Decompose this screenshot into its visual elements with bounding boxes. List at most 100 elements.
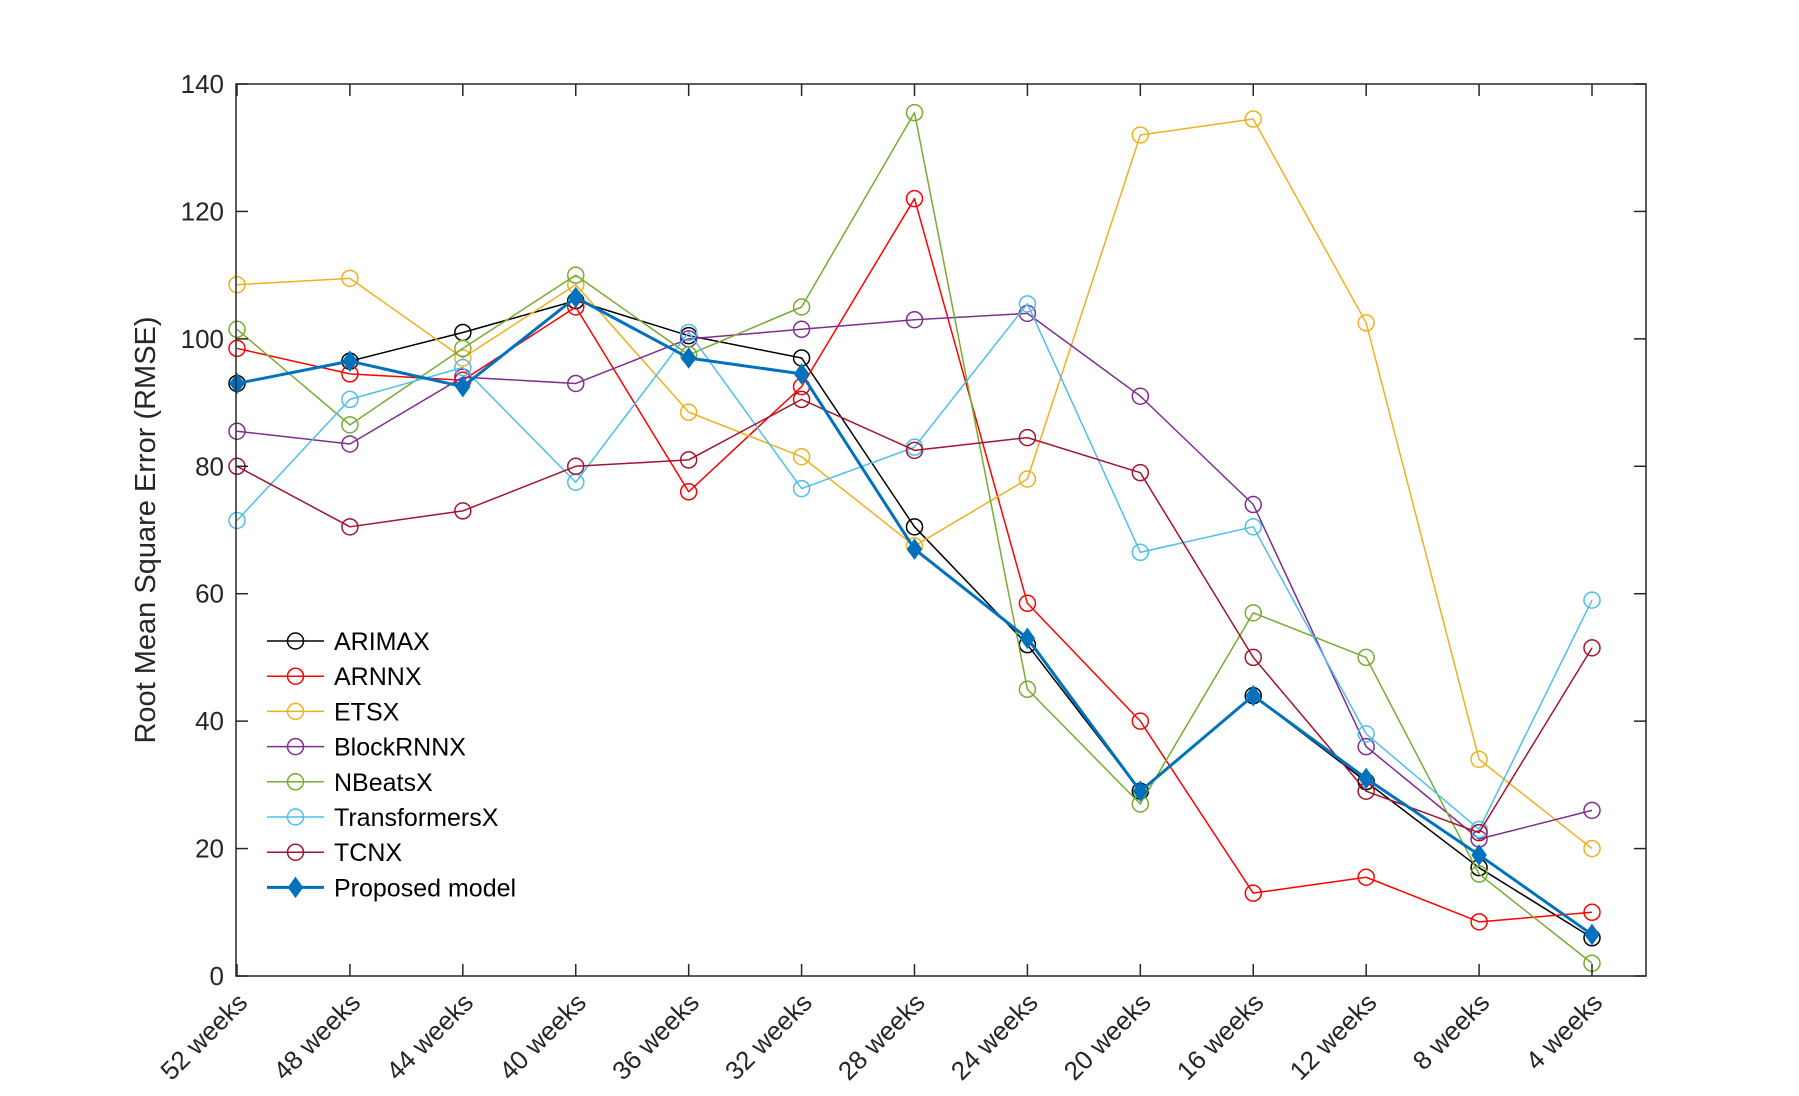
data-point-nbeatsx	[228, 320, 246, 339]
data-point-arnnx	[1018, 594, 1037, 613]
legend-swatch-marker	[286, 632, 305, 650]
data-point-blockrnnx	[1357, 737, 1375, 756]
data-point-proposed-model	[1132, 780, 1149, 803]
y-axis-title: Root Mean Square Error (RMSE)	[130, 316, 162, 743]
x-tick-label: 44 weeks	[380, 987, 479, 1086]
data-point-tcnx	[1018, 428, 1037, 447]
data-point-nbeatsx	[792, 298, 811, 316]
data-point-blockrnnx	[1244, 495, 1262, 514]
series-proposed-model	[229, 286, 1600, 946]
data-point-arnnx	[905, 189, 924, 208]
x-tick-label: 24 weeks	[945, 987, 1044, 1086]
data-point-proposed-model	[906, 538, 923, 560]
data-point-transformersx	[1244, 518, 1262, 536]
legend-label: TransformersX	[334, 804, 499, 832]
y-axis-ticks: 0 20 40 60 80 100 120 140	[181, 69, 1646, 991]
legend-label: TCNX	[334, 839, 402, 867]
data-point-etsx	[1018, 470, 1037, 488]
data-point-etsx	[228, 275, 246, 294]
data-point-nbeatsx	[567, 266, 585, 284]
data-point-tcnx	[679, 451, 698, 469]
data-point-blockrnnx	[1583, 801, 1601, 820]
data-point-transformersx	[1018, 295, 1037, 313]
data-point-nbeatsx	[1018, 680, 1037, 699]
y-tick-label: 100	[181, 324, 224, 354]
data-point-etsx	[1470, 750, 1488, 769]
data-point-proposed-model	[680, 347, 697, 369]
data-point-tcnx	[341, 518, 359, 536]
data-point-proposed-model	[229, 372, 245, 395]
series-line-transformersx	[236, 303, 1593, 831]
legend-entry-arnnx: ARNNX	[267, 663, 422, 691]
data-point-proposed-model	[342, 350, 358, 372]
data-point-proposed-model	[1245, 684, 1262, 707]
data-point-arnnx	[228, 339, 246, 358]
data-point-blockrnnx	[792, 320, 811, 339]
data-point-tcnx	[454, 502, 472, 520]
data-point-transformersx	[341, 390, 359, 409]
data-point-tcnx	[1131, 463, 1150, 482]
x-tick-label: 4 weeks	[1520, 987, 1609, 1076]
data-point-tcnx	[1470, 823, 1488, 842]
data-point-transformersx	[679, 323, 698, 342]
data-point-blockrnnx	[228, 422, 246, 440]
x-tick-label: 28 weeks	[832, 987, 931, 1086]
data-point-transformersx	[228, 511, 246, 530]
data-point-arnnx	[1131, 712, 1150, 730]
data-point-transformersx	[1583, 591, 1601, 609]
legend-swatch-marker	[286, 808, 305, 826]
data-point-proposed-model	[793, 363, 810, 385]
data-point-proposed-model	[1584, 923, 1600, 946]
legend-label: ARNNX	[334, 663, 422, 691]
data-point-arimax	[905, 518, 924, 536]
series-line-nbeatsx	[236, 111, 1593, 964]
data-point-arnnx	[679, 483, 698, 501]
x-tick-label: 48 weeks	[267, 987, 366, 1086]
data-point-tcnx	[792, 390, 811, 409]
x-tick-label: 12 weeks	[1284, 987, 1383, 1086]
data-point-etsx	[1583, 839, 1601, 858]
legend-swatch-marker	[286, 737, 305, 756]
legend-entry-transformersx: TransformersX	[267, 804, 499, 832]
data-point-etsx	[679, 403, 698, 421]
legend-swatch-marker	[286, 667, 305, 685]
data-point-etsx	[341, 269, 359, 288]
y-tick-label: 80	[195, 451, 224, 481]
data-point-proposed-model	[567, 286, 584, 309]
data-point-nbeatsx	[1244, 604, 1262, 622]
data-point-blockrnnx	[1131, 387, 1150, 405]
x-tick-label: 52 weeks	[154, 987, 253, 1086]
legend-swatch-marker	[286, 773, 305, 791]
y-tick-label: 120	[181, 196, 224, 226]
series-line-tcnx	[236, 398, 1593, 834]
data-point-etsx	[454, 349, 472, 367]
data-point-nbeatsx	[454, 339, 472, 358]
series-layer	[228, 103, 1601, 973]
data-point-proposed-model	[1471, 844, 1487, 866]
data-point-proposed-model	[455, 375, 471, 398]
legend: ARIMAX ARNNX ETSX BlockRNNX NBeatsX Transform…	[267, 628, 516, 902]
legend-entry-blockrnnx: BlockRNNX	[267, 734, 466, 762]
data-point-proposed-model	[1358, 767, 1374, 790]
data-point-blockrnnx	[905, 310, 924, 329]
data-point-tcnx	[567, 457, 585, 476]
legend-entry-arimax: ARIMAX	[267, 628, 430, 656]
data-point-arnnx	[1583, 903, 1601, 922]
data-point-tcnx	[1583, 639, 1601, 657]
y-tick-label: 0	[210, 961, 224, 991]
legend-label: Proposed model	[334, 874, 516, 902]
x-tick-label: 20 weeks	[1058, 987, 1157, 1086]
series-tcnx	[228, 390, 1601, 842]
legend-entry-etsx: ETSX	[267, 698, 400, 726]
data-point-transformersx	[1131, 543, 1150, 562]
data-point-nbeatsx	[905, 103, 924, 122]
data-point-transformersx	[1357, 725, 1375, 743]
legend-swatch-marker	[286, 843, 305, 861]
legend-entry-nbeatsx: NBeatsX	[267, 769, 433, 797]
x-tick-label: 16 weeks	[1171, 987, 1270, 1086]
legend-entry-tcnx: TCNX	[267, 839, 402, 867]
data-point-etsx	[1244, 110, 1262, 128]
data-point-tcnx	[1244, 648, 1262, 667]
legend-label: ETSX	[334, 698, 400, 726]
